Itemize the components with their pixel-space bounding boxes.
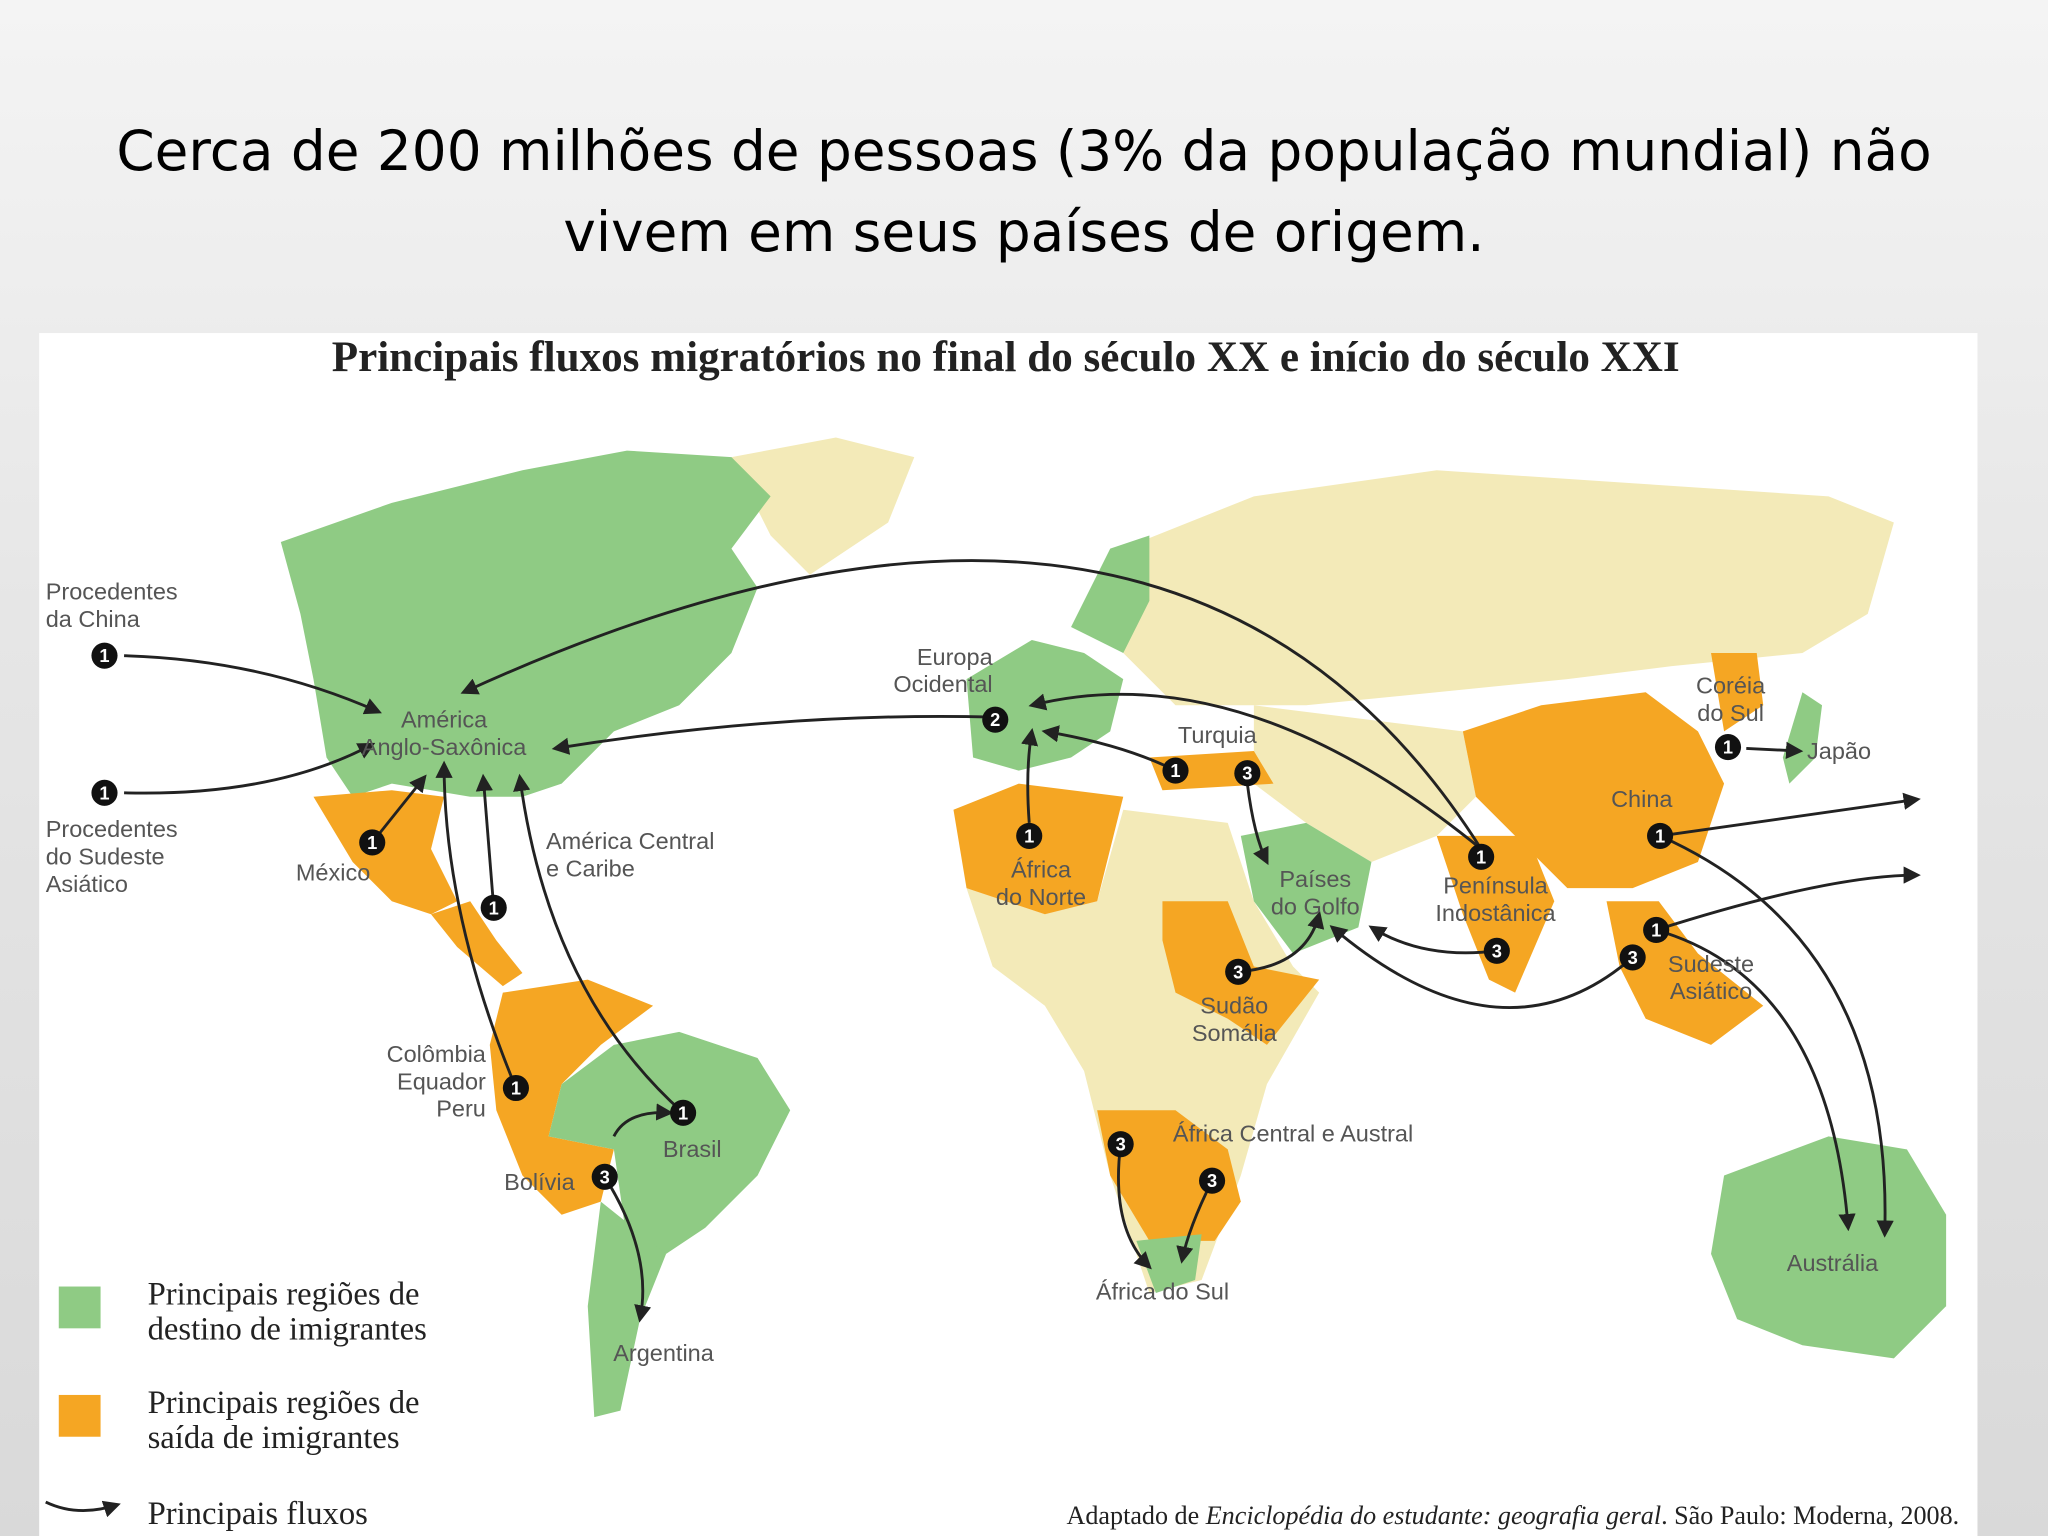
place-label: do Norte — [996, 884, 1086, 910]
flow-marker-number: 1 — [489, 897, 499, 918]
flow-marker-number: 3 — [1207, 1170, 1217, 1191]
place-label: América Central — [546, 828, 714, 854]
place-label: Asiático — [1670, 978, 1752, 1004]
flow-marker — [1714, 734, 1742, 761]
place-label: Colômbia — [387, 1041, 487, 1067]
flow-marker-number: 1 — [1476, 846, 1486, 867]
slide-title: Cerca de 200 milhões de pessoas (3% da p… — [116, 119, 1931, 264]
flow-marker-number: 1 — [678, 1102, 688, 1123]
flow-marker-number: 1 — [1170, 760, 1180, 781]
place-label: e Caribe — [546, 855, 635, 881]
flow-marker-number: 3 — [1116, 1134, 1126, 1155]
place-label: África do Sul — [1096, 1279, 1229, 1305]
flow-marker-number: 1 — [367, 832, 377, 853]
place-label: México — [296, 859, 370, 885]
flow-marker — [1647, 822, 1674, 849]
slide-title-line: vivem em seus países de origem. — [563, 200, 1484, 264]
landmasses — [280, 437, 1947, 1418]
flow-marker — [502, 1074, 529, 1102]
flow-marker — [982, 706, 1009, 733]
flow-marker — [670, 1099, 697, 1126]
place-label: Equador — [397, 1068, 486, 1094]
flow-marker-number: 1 — [99, 645, 109, 666]
place-label: Anglo-Saxônica — [362, 734, 528, 760]
place-label: Península — [1443, 872, 1548, 898]
place-label: do Sul — [1697, 700, 1764, 726]
flow-marker — [480, 894, 507, 921]
place-label: China — [1611, 786, 1673, 812]
flow-marker — [1483, 937, 1510, 964]
legend-label: Principais regiões de — [148, 1276, 420, 1312]
place-label: América — [401, 707, 488, 733]
place-label: Asiático — [46, 871, 128, 897]
flow-marker — [1162, 757, 1189, 784]
flow-marker-number: 3 — [1492, 940, 1502, 961]
flow-marker-number: 3 — [1628, 947, 1638, 968]
source-title: Enciclopédia do estudante: geografia ger… — [1205, 1501, 1661, 1530]
place-label: da China — [46, 606, 141, 632]
place-label: África — [1011, 857, 1072, 883]
source-prefix: Adaptado de — [1067, 1501, 1206, 1530]
place-label: Argentina — [613, 1340, 715, 1366]
place-label: África Central e Austral — [1173, 1121, 1413, 1147]
flow-marker — [91, 642, 118, 669]
place-label: Brasil — [663, 1136, 722, 1162]
flow-marker-number: 1 — [1651, 919, 1661, 940]
flow-marker — [1199, 1167, 1226, 1194]
flow-marker — [359, 829, 386, 856]
flow-marker-number: 1 — [1723, 737, 1733, 758]
flow-marker — [1225, 958, 1252, 985]
flows — [45, 559, 1921, 1518]
place-label: Procedentes — [46, 579, 178, 605]
flow-marker — [591, 1163, 618, 1190]
flow-marker — [1107, 1131, 1134, 1158]
flow-marker-number: 1 — [1024, 825, 1034, 846]
flow-marker — [1643, 916, 1670, 944]
place-label: Sudão — [1200, 993, 1268, 1019]
place-label: Peru — [436, 1096, 486, 1122]
place-label: do Golfo — [1271, 893, 1360, 919]
flow-marker-number: 3 — [1233, 961, 1243, 982]
flow-marker — [1234, 760, 1261, 787]
map-title: Principais fluxos migratórios no final d… — [332, 334, 1680, 381]
place-label: do Sudeste — [46, 844, 165, 870]
place-label: Turquia — [1178, 722, 1258, 748]
place-label: Austrália — [1787, 1250, 1879, 1276]
legend-label: Principais fluxos — [148, 1496, 368, 1532]
source-suffix: . São Paulo: Moderna, 2008. — [1661, 1501, 1959, 1530]
place-label: Coréia — [1696, 673, 1766, 699]
place-label: Sudeste — [1668, 951, 1754, 977]
place-label: Países — [1279, 866, 1351, 892]
flow-marker-number: 2 — [990, 709, 1000, 730]
flow-marker — [91, 779, 118, 806]
source-note: Adaptado de Enciclopédia do estudante: g… — [1067, 1501, 1960, 1530]
legend-swatch — [58, 1394, 101, 1437]
legend-label: Principais regiões de — [148, 1385, 420, 1421]
place-label: Indostânica — [1435, 900, 1556, 926]
flow-marker-number: 1 — [1655, 825, 1665, 846]
place-label: Ocidental — [893, 671, 992, 697]
flow-marker — [1468, 843, 1495, 870]
flow-marker-number: 3 — [1242, 763, 1252, 784]
legend-swatch — [58, 1286, 101, 1329]
place-label: Bolívia — [504, 1169, 575, 1195]
place-label: Europa — [917, 644, 994, 670]
place-label: Japão — [1807, 738, 1871, 764]
flow-marker-number: 1 — [99, 782, 109, 803]
slide-title-line: Cerca de 200 milhões de pessoas (3% da p… — [116, 119, 1931, 183]
legend-label: saída de imigrantes — [148, 1420, 400, 1456]
flow-marker — [1016, 822, 1043, 849]
flow-marker-number: 1 — [511, 1078, 521, 1099]
place-label: Procedentes — [46, 816, 178, 842]
flow-marker-number: 3 — [600, 1166, 610, 1187]
flow-marker — [1619, 944, 1646, 971]
place-label: Somália — [1192, 1020, 1278, 1046]
legend-label: destino de imigrantes — [148, 1312, 427, 1348]
